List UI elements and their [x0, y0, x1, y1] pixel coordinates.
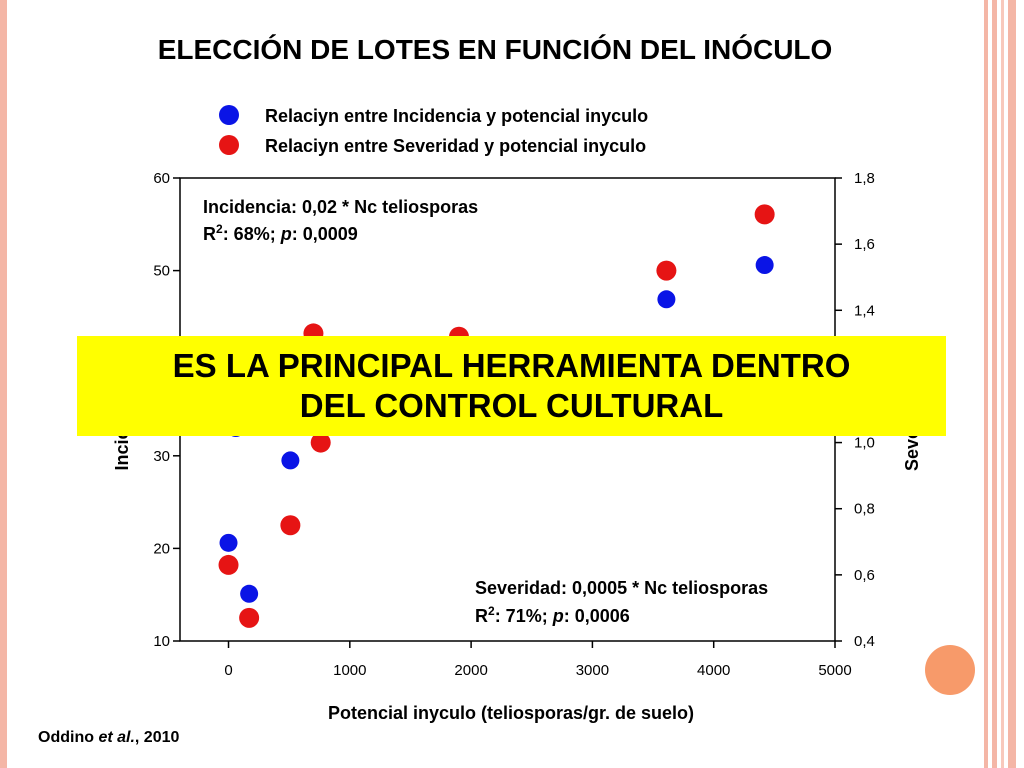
x-tick-label: 3000 — [576, 662, 609, 679]
severity-point — [310, 432, 331, 453]
incidence-point — [219, 533, 238, 552]
severity-point — [218, 554, 239, 575]
severity-point — [280, 515, 301, 536]
x-axis-label: Potencial inyculo (teliosporas/gr. de su… — [328, 703, 694, 723]
incidence-point — [240, 584, 259, 603]
severity-point — [656, 260, 677, 281]
y-axis-label-left: Incic — [112, 429, 132, 470]
incidence-point — [657, 290, 676, 309]
y-right-tick-label: 1,4 — [854, 302, 875, 319]
severity-point — [754, 204, 775, 225]
slide-title: ELECCIÓN DE LOTES EN FUNCIÓN DEL INÓCULO — [157, 34, 833, 65]
severity-equation: Severidad: 0,0005 * Nc teliosporas — [475, 578, 768, 598]
right-decoration — [980, 0, 1024, 768]
y-left-tick-label: 30 — [153, 448, 170, 465]
incidence-equation: Incidencia: 0,02 * Nc teliosporas — [203, 197, 478, 217]
right-stripe — [1008, 0, 1016, 768]
y-right-tick-label: 0,8 — [854, 501, 875, 518]
y-left-tick-label: 20 — [153, 540, 170, 557]
citation-author: Oddino — [38, 729, 99, 746]
decorative-circle — [925, 645, 975, 695]
x-tick-label: 5000 — [818, 662, 851, 679]
x-tick-label: 1000 — [333, 662, 366, 679]
right-stripe — [984, 0, 988, 768]
y-left-tick-label: 60 — [153, 170, 170, 187]
left-accent-stripe — [0, 0, 7, 768]
citation-year: , 2010 — [134, 729, 180, 746]
citation: Oddino et al., 2010 — [38, 729, 179, 747]
legend-marker-incidence — [219, 105, 239, 125]
legend-marker-severity — [219, 135, 239, 155]
x-tick-label: 0 — [224, 662, 232, 679]
y-right-tick-label: 1,8 — [854, 170, 875, 187]
y-right-tick-label: 1,0 — [854, 435, 875, 452]
banner-line-1: ES LA PRINCIPAL HERRAMIENTA DENTRO — [172, 347, 851, 385]
legend-label-incidence: Relaciyn entre Incidencia y potencial in… — [265, 106, 648, 126]
y-right-tick-label: 0,4 — [854, 633, 875, 650]
x-tick-label: 2000 — [454, 662, 487, 679]
highlight-banner: ES LA PRINCIPAL HERRAMIENTA DENTRO DEL C… — [77, 336, 946, 436]
banner-line-2: DEL CONTROL CULTURAL — [299, 387, 724, 424]
incidence-point — [755, 256, 774, 275]
right-stripe — [1001, 0, 1004, 768]
right-stripe — [992, 0, 997, 768]
y-right-tick-label: 1,6 — [854, 236, 875, 253]
y-right-tick-label: 0,6 — [854, 567, 875, 584]
y-left-tick-label: 10 — [153, 633, 170, 650]
x-tick-label: 4000 — [697, 662, 730, 679]
incidence-point — [281, 451, 300, 470]
severity-stats: R2: 71%; p: 0,0006 — [475, 604, 630, 626]
citation-etal: et al. — [98, 729, 135, 746]
incidence-stats: R2: 68%; p: 0,0009 — [203, 222, 358, 244]
y-axis-label-right: Seve — [902, 429, 922, 471]
legend-label-severity: Relaciyn entre Severidad y potencial iny… — [265, 136, 646, 156]
y-left-tick-label: 50 — [153, 263, 170, 280]
severity-point — [239, 607, 260, 628]
